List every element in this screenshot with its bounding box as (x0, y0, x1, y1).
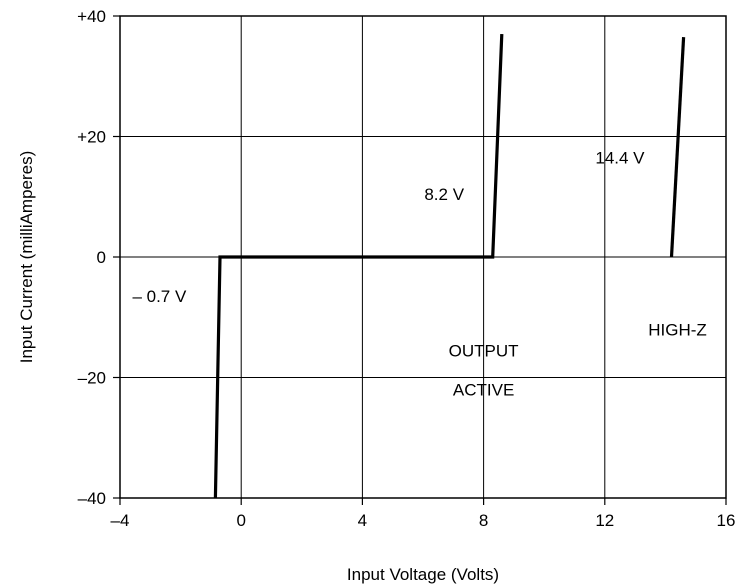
y-tick-label: 0 (97, 248, 106, 267)
y-tick-label: –40 (78, 489, 106, 508)
x-tick-label: 16 (717, 511, 736, 530)
series-line-1 (213, 34, 504, 499)
series (213, 34, 686, 499)
y-tick-label: +40 (77, 7, 106, 26)
x-tick-label: 8 (479, 511, 488, 530)
annotations: – 0.7 V 8.2 V 14.4 V OUTPUT ACTIVE HIGH-Z (132, 149, 706, 400)
y-tick-label: +20 (77, 128, 106, 147)
annotation-label: – 0.7 V (132, 287, 187, 306)
annotation-label: ACTIVE (453, 381, 514, 400)
x-tick-label: 4 (358, 511, 367, 530)
ticks: –4 0 4 8 12 16+40+200–20–40 (77, 7, 735, 530)
x-axis-title: Input Voltage (Volts) (347, 565, 499, 584)
y-tick-label: –20 (78, 369, 106, 388)
y-axis-title: Input Current (milliAmperes) (17, 151, 36, 364)
series-line-2 (669, 37, 686, 258)
annotation-label: 14.4 V (595, 149, 645, 168)
annotation-label: OUTPUT (449, 341, 519, 360)
annotation-label: HIGH-Z (648, 320, 707, 339)
x-tick-label: 0 (236, 511, 245, 530)
annotation-label: 8.2 V (424, 185, 464, 204)
x-tick-label: 12 (595, 511, 614, 530)
x-tick-label: –4 (111, 511, 130, 530)
